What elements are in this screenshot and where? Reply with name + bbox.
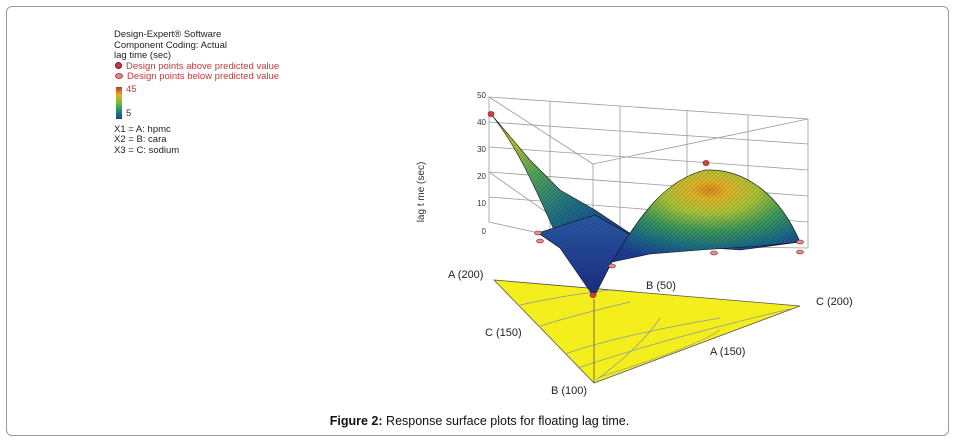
vertex-label-b-top: B (50) — [646, 280, 676, 292]
floor-triangle — [492, 279, 801, 384]
design-point-below — [534, 230, 542, 236]
component-x2: X2 = B: cara — [114, 134, 167, 145]
vertex-label-c-top: C (200) — [816, 296, 853, 308]
chart-legend: Design-Expert® Software Component Coding… — [114, 29, 280, 156]
surface-dome-mesh — [612, 169, 800, 262]
legend-below: Design points below predicted value — [114, 71, 280, 83]
design-point-below — [710, 250, 718, 256]
grid-line — [592, 118, 809, 165]
z-tick-label: 50 — [477, 91, 486, 100]
point-above-icon — [115, 62, 122, 70]
surface-left-mesh — [491, 114, 640, 297]
vertex-label-a-bottom: A (150) — [710, 346, 745, 358]
vertex-label-c-bottom: C (150) — [485, 327, 522, 339]
response-label: lag time (sec) — [114, 50, 172, 61]
design-point-above — [589, 292, 597, 298]
colorbar — [116, 86, 122, 119]
z-tick-label: 10 — [477, 199, 486, 208]
software-label: Design-Expert® Software — [114, 29, 222, 40]
vertex-label-b-bottom: B (100) — [551, 385, 587, 397]
component-x1: X1 = A: hpmc — [114, 123, 171, 135]
grid-line — [488, 146, 809, 171]
colorbar-group: 45 5 — [116, 83, 279, 121]
vertex-label-a-top: A (200) — [448, 269, 483, 281]
z-tick-label: 0 — [482, 227, 487, 236]
design-point-below — [608, 263, 616, 269]
colorbar-max: 45 — [126, 83, 137, 95]
component-x3: X3 = C: sodium — [114, 144, 180, 156]
design-point-above — [487, 111, 495, 117]
design-point-below — [796, 249, 804, 255]
caption-text: Response surface plots for floating lag … — [386, 414, 630, 428]
legend-below-label: Design points below predicted value — [127, 71, 280, 82]
z-axis: 50 40 30 20 10 0 — [477, 91, 486, 236]
caption-label: Figure 2: — [329, 414, 383, 428]
z-tick-label: 30 — [477, 145, 486, 154]
colorbar-min: 5 — [126, 107, 132, 119]
legend-above: Design points above predicted value — [114, 60, 280, 73]
design-point-below — [536, 238, 544, 244]
point-below-icon — [115, 73, 123, 80]
design-points — [487, 111, 804, 298]
grid-line — [488, 96, 594, 165]
coding-label: Component Coding: Actual — [114, 39, 228, 51]
z-tick-label: 20 — [477, 172, 486, 181]
design-point-below — [796, 239, 804, 245]
z-tick-label: 40 — [477, 118, 486, 127]
figure-caption: Figure 2: Response surface plots for flo… — [0, 414, 959, 428]
legend-above-label: Design points above predicted value — [126, 60, 280, 72]
floor-contours — [519, 289, 791, 381]
grid-line — [488, 121, 809, 145]
design-point-above — [702, 160, 710, 166]
z-axis-label: lag t me (sec) — [416, 162, 427, 223]
